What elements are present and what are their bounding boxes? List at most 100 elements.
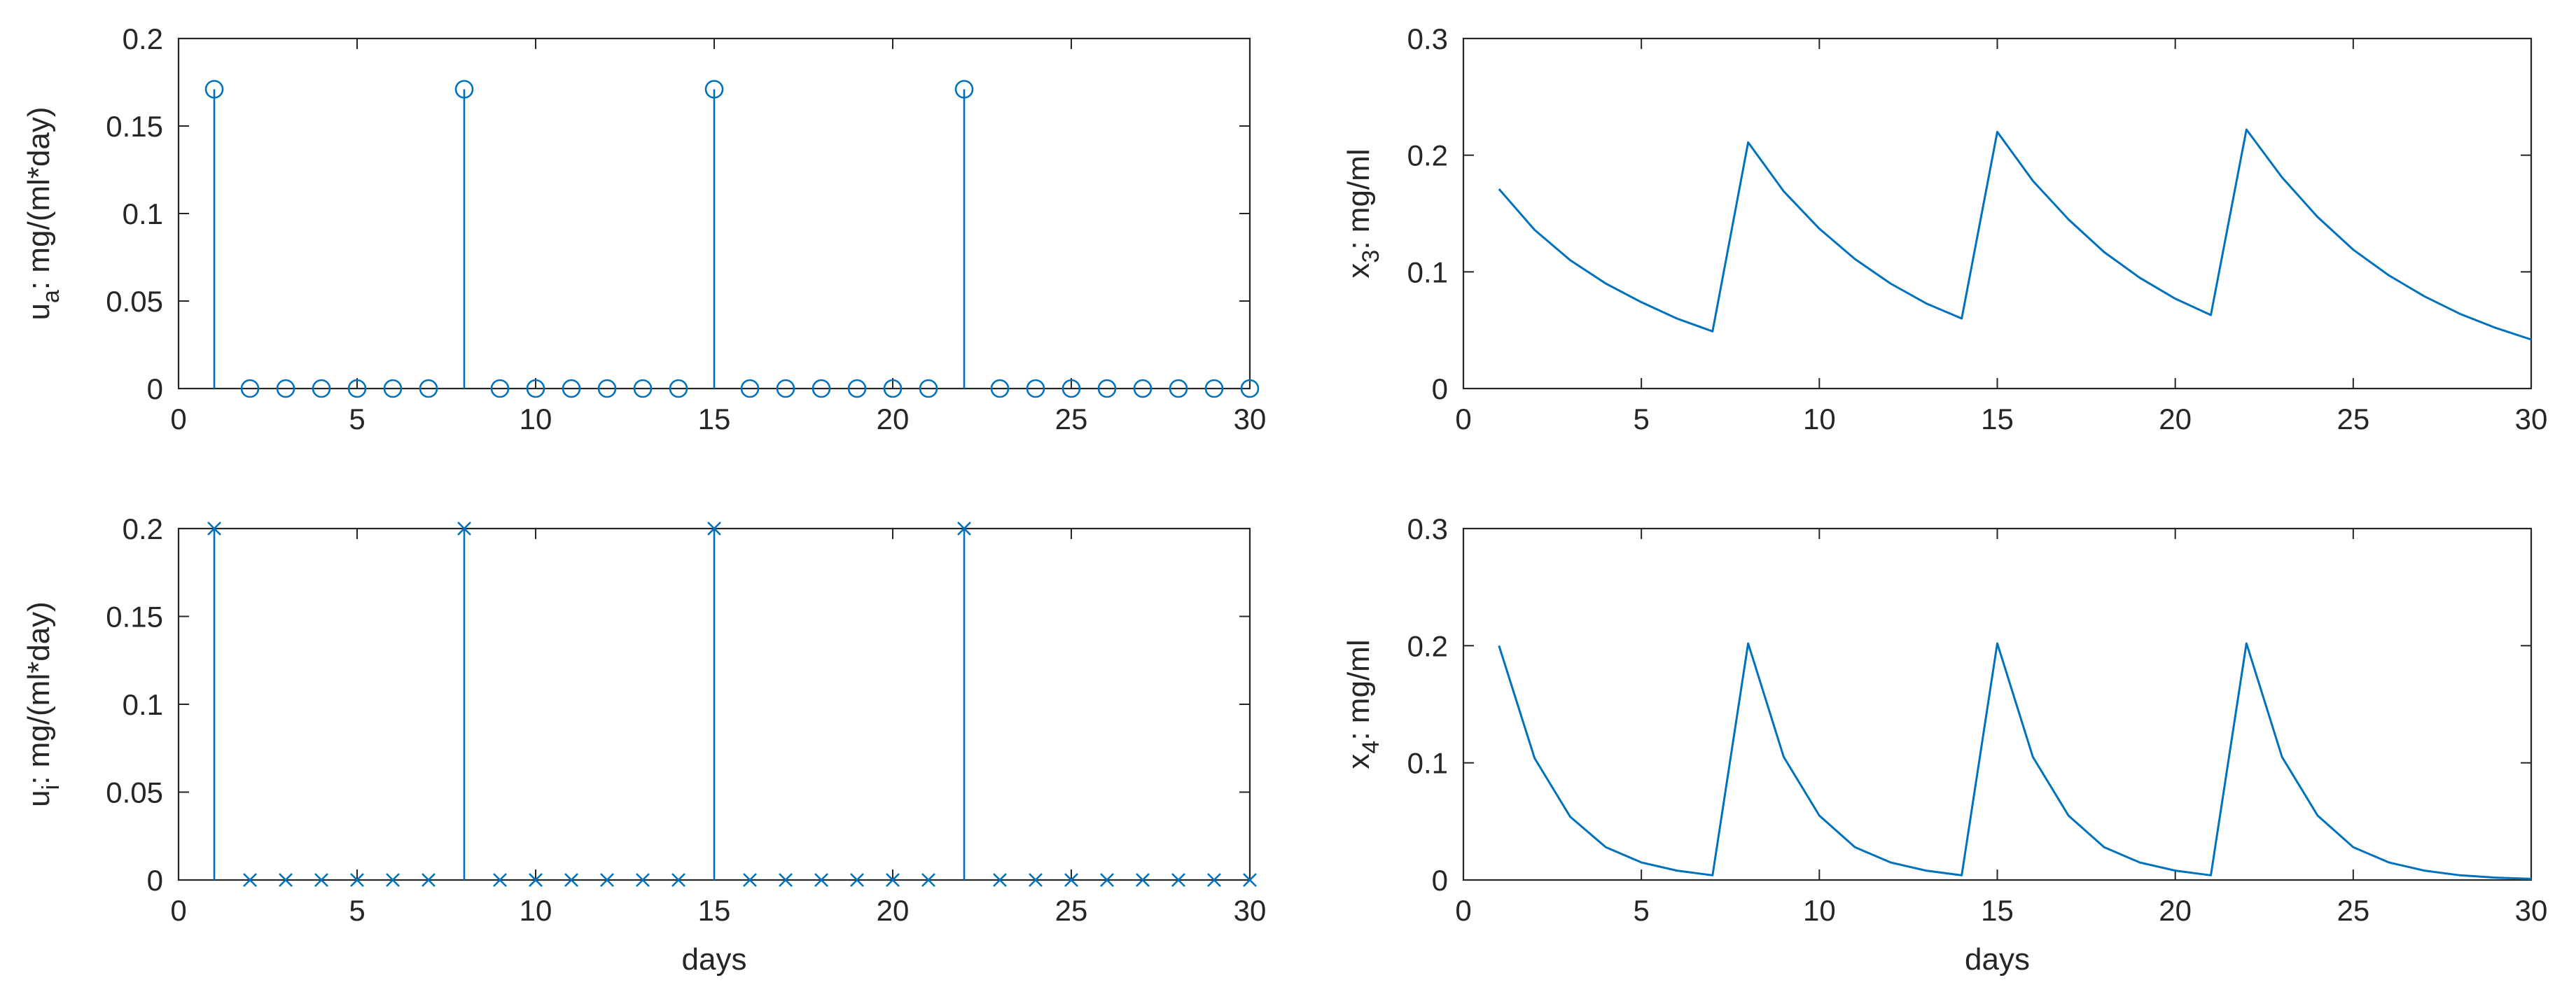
stem-marker-x [422,873,436,887]
x-tick-label: 30 [1234,403,1267,435]
stem-marker-x [921,873,935,887]
stem-marker-circle [454,80,474,99]
stem-marker-x [636,873,650,887]
y-axis-label: x4: mg/ml [1342,639,1384,769]
axes-ui: 0 5 10 15 20 25 30 0 0.05 0.1 0.15 0.2 days ui: mg/(m… [22,512,1266,977]
y-axis-label: ui: mg/(ml*day) [22,601,64,807]
x-tick-label: 25 [2337,894,2369,927]
x-tick-label: 0 [1455,894,1471,927]
y-tick-label: 0 [1432,864,1448,897]
stem-marker-circle [847,379,867,398]
y-axis-label-subscript: 4 [1358,741,1384,754]
stem-marker-x [743,873,757,887]
stem-marker-circle [776,379,795,398]
stem-marker-x [457,522,471,536]
stem-marker-circle [490,379,510,398]
y-tick-label: 0 [147,372,163,405]
x-tick-label: 15 [1981,894,2014,927]
stem-marker-x [850,873,864,887]
y-axis-label-base: u [22,790,56,806]
stem-marker-x [314,873,328,887]
stem-marker-circle [597,379,617,398]
x-tick-label: 0 [170,403,186,435]
y-tick-label: 0.1 [123,197,163,230]
y-axis-label: x3: mg/ml [1342,148,1384,278]
x-tick-label: 15 [698,403,731,435]
stem-marker-circle [633,379,653,398]
stem-marker-circle [669,379,688,398]
series-line [1498,642,2532,880]
axes-box [1462,37,2533,390]
stem-marker-circle [812,379,831,398]
stem-marker-x [814,873,828,887]
y-tick-label: 0.1 [123,688,163,721]
y-tick-label: 0.05 [106,285,163,318]
stem-marker-x [1171,873,1185,887]
stem-marker-circle [1061,379,1081,398]
x-tick-label: 5 [1633,894,1649,927]
y-axis-label-subscript: i [38,785,64,790]
stem-marker-x [243,873,257,887]
axes-ua: 0 5 10 15 20 25 30 0 0.05 0.1 0.15 0.2 ua: mg/(ml*da… [22,22,1266,435]
stem-marker-circle [883,379,903,398]
y-axis-label-base: x [1342,263,1376,279]
x-axis-label: days [682,942,747,977]
x-tick-label: 20 [877,894,910,927]
x-tick-label: 5 [1633,403,1649,435]
stem-marker-circle [919,379,938,398]
x-tick-label: 10 [1803,403,1836,435]
y-axis-label-unit: : mg/ml [1342,148,1376,249]
x-tick-label: 10 [1803,894,1836,927]
y-tick-label: 0.1 [1407,747,1448,780]
stem-marker-x [1100,873,1114,887]
axes-x4: 0 5 10 15 20 25 30 0 0.1 0.2 0.3 days x4: mg/ml [1342,512,2547,977]
x-tick-label: 15 [698,894,731,927]
stem-marker-circle [276,379,295,398]
stem-marker-circle [562,379,581,398]
y-axis-label-subscript: 3 [1358,250,1384,263]
stem-marker-circle [312,379,331,398]
x-tick-label: 20 [2159,403,2192,435]
y-tick-label: 0.2 [123,512,163,545]
stem-marker-x [493,873,507,887]
stem-marker-x [600,873,614,887]
x-tick-label: 5 [349,403,365,435]
y-tick-label: 0.1 [1407,256,1448,288]
x-tick-label: 25 [1055,894,1088,927]
axes-box [1462,527,2533,881]
y-axis-label-base: u [22,303,56,320]
stem-marker-x [886,873,900,887]
stem-marker-x [1029,873,1043,887]
x-tick-label: 0 [170,894,186,927]
stem-marker-x [386,873,400,887]
stem-marker-x [1136,873,1150,887]
stem-marker-circle [1133,379,1153,398]
stem-marker-x [1207,873,1221,887]
x-tick-label: 25 [2337,403,2369,435]
x-axis-label: days [1965,942,2030,977]
stem-marker-circle [1204,379,1224,398]
axes-x3: 0 5 10 15 20 25 30 0 0.1 0.2 0.3 x3: mg/ml [1342,22,2547,435]
y-tick-label: 0.3 [1407,22,1448,55]
stem-marker-circle [1026,379,1045,398]
stem-marker-x [279,873,293,887]
y-tick-label: 0 [147,864,163,897]
x-tick-label: 0 [1455,403,1471,435]
stem-marker-circle [204,80,224,99]
x-tick-label: 25 [1055,403,1088,435]
y-axis-label: ua: mg/(ml*day) [22,107,64,321]
x-tick-label: 30 [2515,894,2548,927]
stem-marker-x [707,522,721,536]
stem-marker-x [350,873,364,887]
series-line [1498,128,2532,341]
y-tick-label: 0.15 [106,601,163,634]
x-tick-label: 10 [520,403,552,435]
stem-marker-circle [240,379,260,398]
y-tick-label: 0.05 [106,776,163,809]
stem-marker-x [1064,873,1078,887]
stem-marker-x [779,873,793,887]
stem-marker-circle [954,80,974,99]
stem-marker-circle [740,379,760,398]
y-tick-label: 0.2 [123,22,163,55]
